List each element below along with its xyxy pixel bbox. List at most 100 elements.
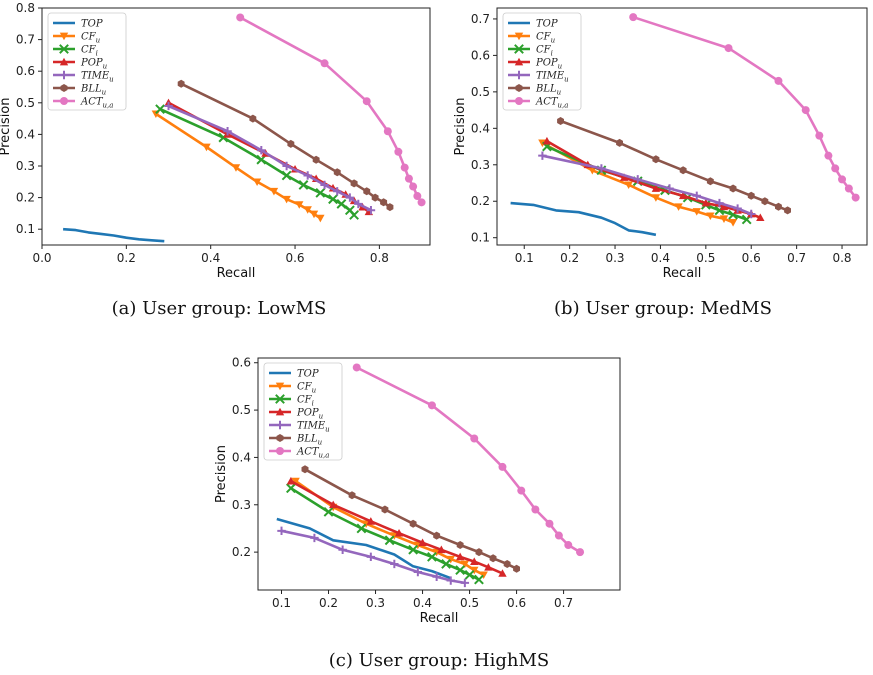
legend-subscript: u <box>318 439 323 447</box>
legend-label: BLLu <box>535 84 562 97</box>
data-point <box>441 559 451 569</box>
data-point <box>309 210 319 219</box>
legend-name: ACT <box>80 97 104 108</box>
data-point <box>409 182 418 191</box>
data-point <box>576 548 585 557</box>
data-point <box>409 519 417 528</box>
data-point <box>320 59 329 68</box>
series-top <box>276 517 452 580</box>
x-tick-label: 0.2 <box>319 596 338 610</box>
y-tick-label: 0.2 <box>232 545 251 559</box>
legend-name: TOP <box>81 19 103 30</box>
y-tick-label: 0.5 <box>232 403 251 417</box>
data-point <box>719 202 729 211</box>
legend-label: POPu <box>80 58 108 71</box>
data-point <box>470 566 479 575</box>
legend-name: TIME <box>297 421 326 432</box>
legend-subscript: u <box>109 76 114 84</box>
data-point <box>446 576 455 585</box>
legend-name: TIME <box>81 71 110 82</box>
legend-subscript: u <box>551 37 556 45</box>
data-point <box>315 187 326 198</box>
data-point <box>354 199 363 209</box>
data-point <box>282 195 291 204</box>
data-point <box>801 106 810 115</box>
x-tick-label: 0.6 <box>507 596 526 610</box>
data-point <box>380 198 388 207</box>
data-point <box>338 545 347 554</box>
plot-frame <box>41 7 431 246</box>
data-point <box>298 180 309 190</box>
data-point <box>333 187 342 196</box>
series-line <box>560 119 789 212</box>
series-line <box>632 15 857 199</box>
data-point <box>733 204 742 213</box>
data-point <box>455 565 466 576</box>
legend-label: TIMEu <box>536 71 569 84</box>
y-tick-label: 0.3 <box>16 159 35 173</box>
y-tick-label: 0.2 <box>471 194 490 208</box>
data-point <box>701 198 711 207</box>
y-tick-label: 0.6 <box>16 64 35 78</box>
data-point <box>417 198 426 207</box>
legend-label: TIMEu <box>297 421 330 434</box>
legend-name: BLL <box>535 84 557 95</box>
legend-label: TOP <box>297 369 319 380</box>
data-point <box>328 194 338 205</box>
data-point <box>348 491 356 500</box>
y-tick-label: 0.5 <box>16 96 35 110</box>
x-tick-label: 0.7 <box>554 596 573 610</box>
data-point <box>815 131 824 140</box>
x-tick-label: 0.2 <box>117 251 136 265</box>
legend-subscript: u,a <box>103 102 114 110</box>
x-tick-label: 0.3 <box>605 251 624 265</box>
series-pop-u <box>286 476 507 577</box>
data-point <box>851 193 860 202</box>
data-point <box>286 476 296 485</box>
data-point <box>433 531 441 540</box>
y-tick-label: 0.4 <box>16 127 35 141</box>
y-tick-label: 0.1 <box>471 231 490 245</box>
y-tick-label: 0.6 <box>232 356 251 370</box>
y-axis-label: Precision <box>0 97 13 155</box>
data-point <box>715 198 724 208</box>
data-point <box>503 560 511 568</box>
legend-label: ACTu,a <box>296 447 329 460</box>
x-tick-label: 0.4 <box>201 251 220 265</box>
legend-subscript: u <box>319 413 324 421</box>
x-tick-label: 0.6 <box>742 251 761 265</box>
data-point <box>498 569 507 577</box>
data-point <box>413 567 423 577</box>
data-point <box>665 184 674 193</box>
y-tick-label: 0.3 <box>232 498 251 512</box>
x-axis-label: Recall <box>420 611 459 626</box>
x-tick-label: 0.4 <box>413 596 432 610</box>
series-line <box>304 468 518 570</box>
data-point <box>155 104 165 115</box>
legend-subscript: i <box>551 50 553 58</box>
data-point <box>484 563 493 571</box>
legend-marker <box>514 44 524 54</box>
data-point <box>249 114 257 123</box>
legend-label: POPu <box>296 408 324 421</box>
data-point <box>460 560 470 569</box>
legend-label: BLLu <box>296 434 323 447</box>
data-point <box>844 184 853 193</box>
data-point <box>479 571 488 580</box>
data-point <box>390 559 399 569</box>
series-act-ua <box>629 13 860 202</box>
data-point <box>775 202 782 211</box>
data-point <box>464 569 475 580</box>
data-point <box>446 555 455 564</box>
legend-name: POP <box>535 58 558 69</box>
data-point <box>257 146 266 155</box>
data-point <box>651 184 661 192</box>
legend-name: TOP <box>297 369 319 380</box>
data-point <box>356 523 367 534</box>
plot-frame <box>496 7 868 246</box>
series-line <box>294 480 485 576</box>
legend-subscript: u,a <box>319 452 330 460</box>
data-point <box>312 155 320 164</box>
series-cf-i <box>286 483 484 585</box>
data-point <box>629 13 638 22</box>
